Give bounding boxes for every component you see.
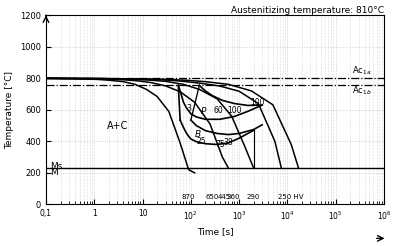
Text: Ac$_{1a}$: Ac$_{1a}$ [352, 65, 372, 77]
Text: 250 HV: 250 HV [278, 194, 304, 200]
Text: Austenitizing temperature: 810°C: Austenitizing temperature: 810°C [231, 6, 384, 15]
Text: 100: 100 [227, 106, 241, 115]
X-axis label: Time [s]: Time [s] [197, 227, 233, 236]
Text: 870: 870 [182, 194, 195, 200]
Text: Ms: Ms [50, 162, 62, 171]
Text: 445: 445 [218, 194, 231, 200]
Text: 38: 38 [224, 138, 233, 147]
Text: 290: 290 [247, 194, 260, 200]
Text: 100: 100 [250, 98, 265, 107]
Text: 360: 360 [226, 194, 240, 200]
Text: 3: 3 [186, 104, 191, 113]
Text: 60: 60 [213, 106, 223, 115]
Text: 650: 650 [206, 194, 219, 200]
Text: M: M [50, 168, 58, 177]
Text: 75: 75 [215, 140, 225, 149]
Text: B: B [195, 130, 201, 139]
Text: 25: 25 [197, 137, 206, 146]
Y-axis label: Temperature [°C]: Temperature [°C] [6, 71, 15, 149]
Text: P: P [201, 107, 206, 116]
Text: Ac$_{1b}$: Ac$_{1b}$ [352, 84, 372, 97]
Text: A+C: A+C [106, 121, 128, 131]
